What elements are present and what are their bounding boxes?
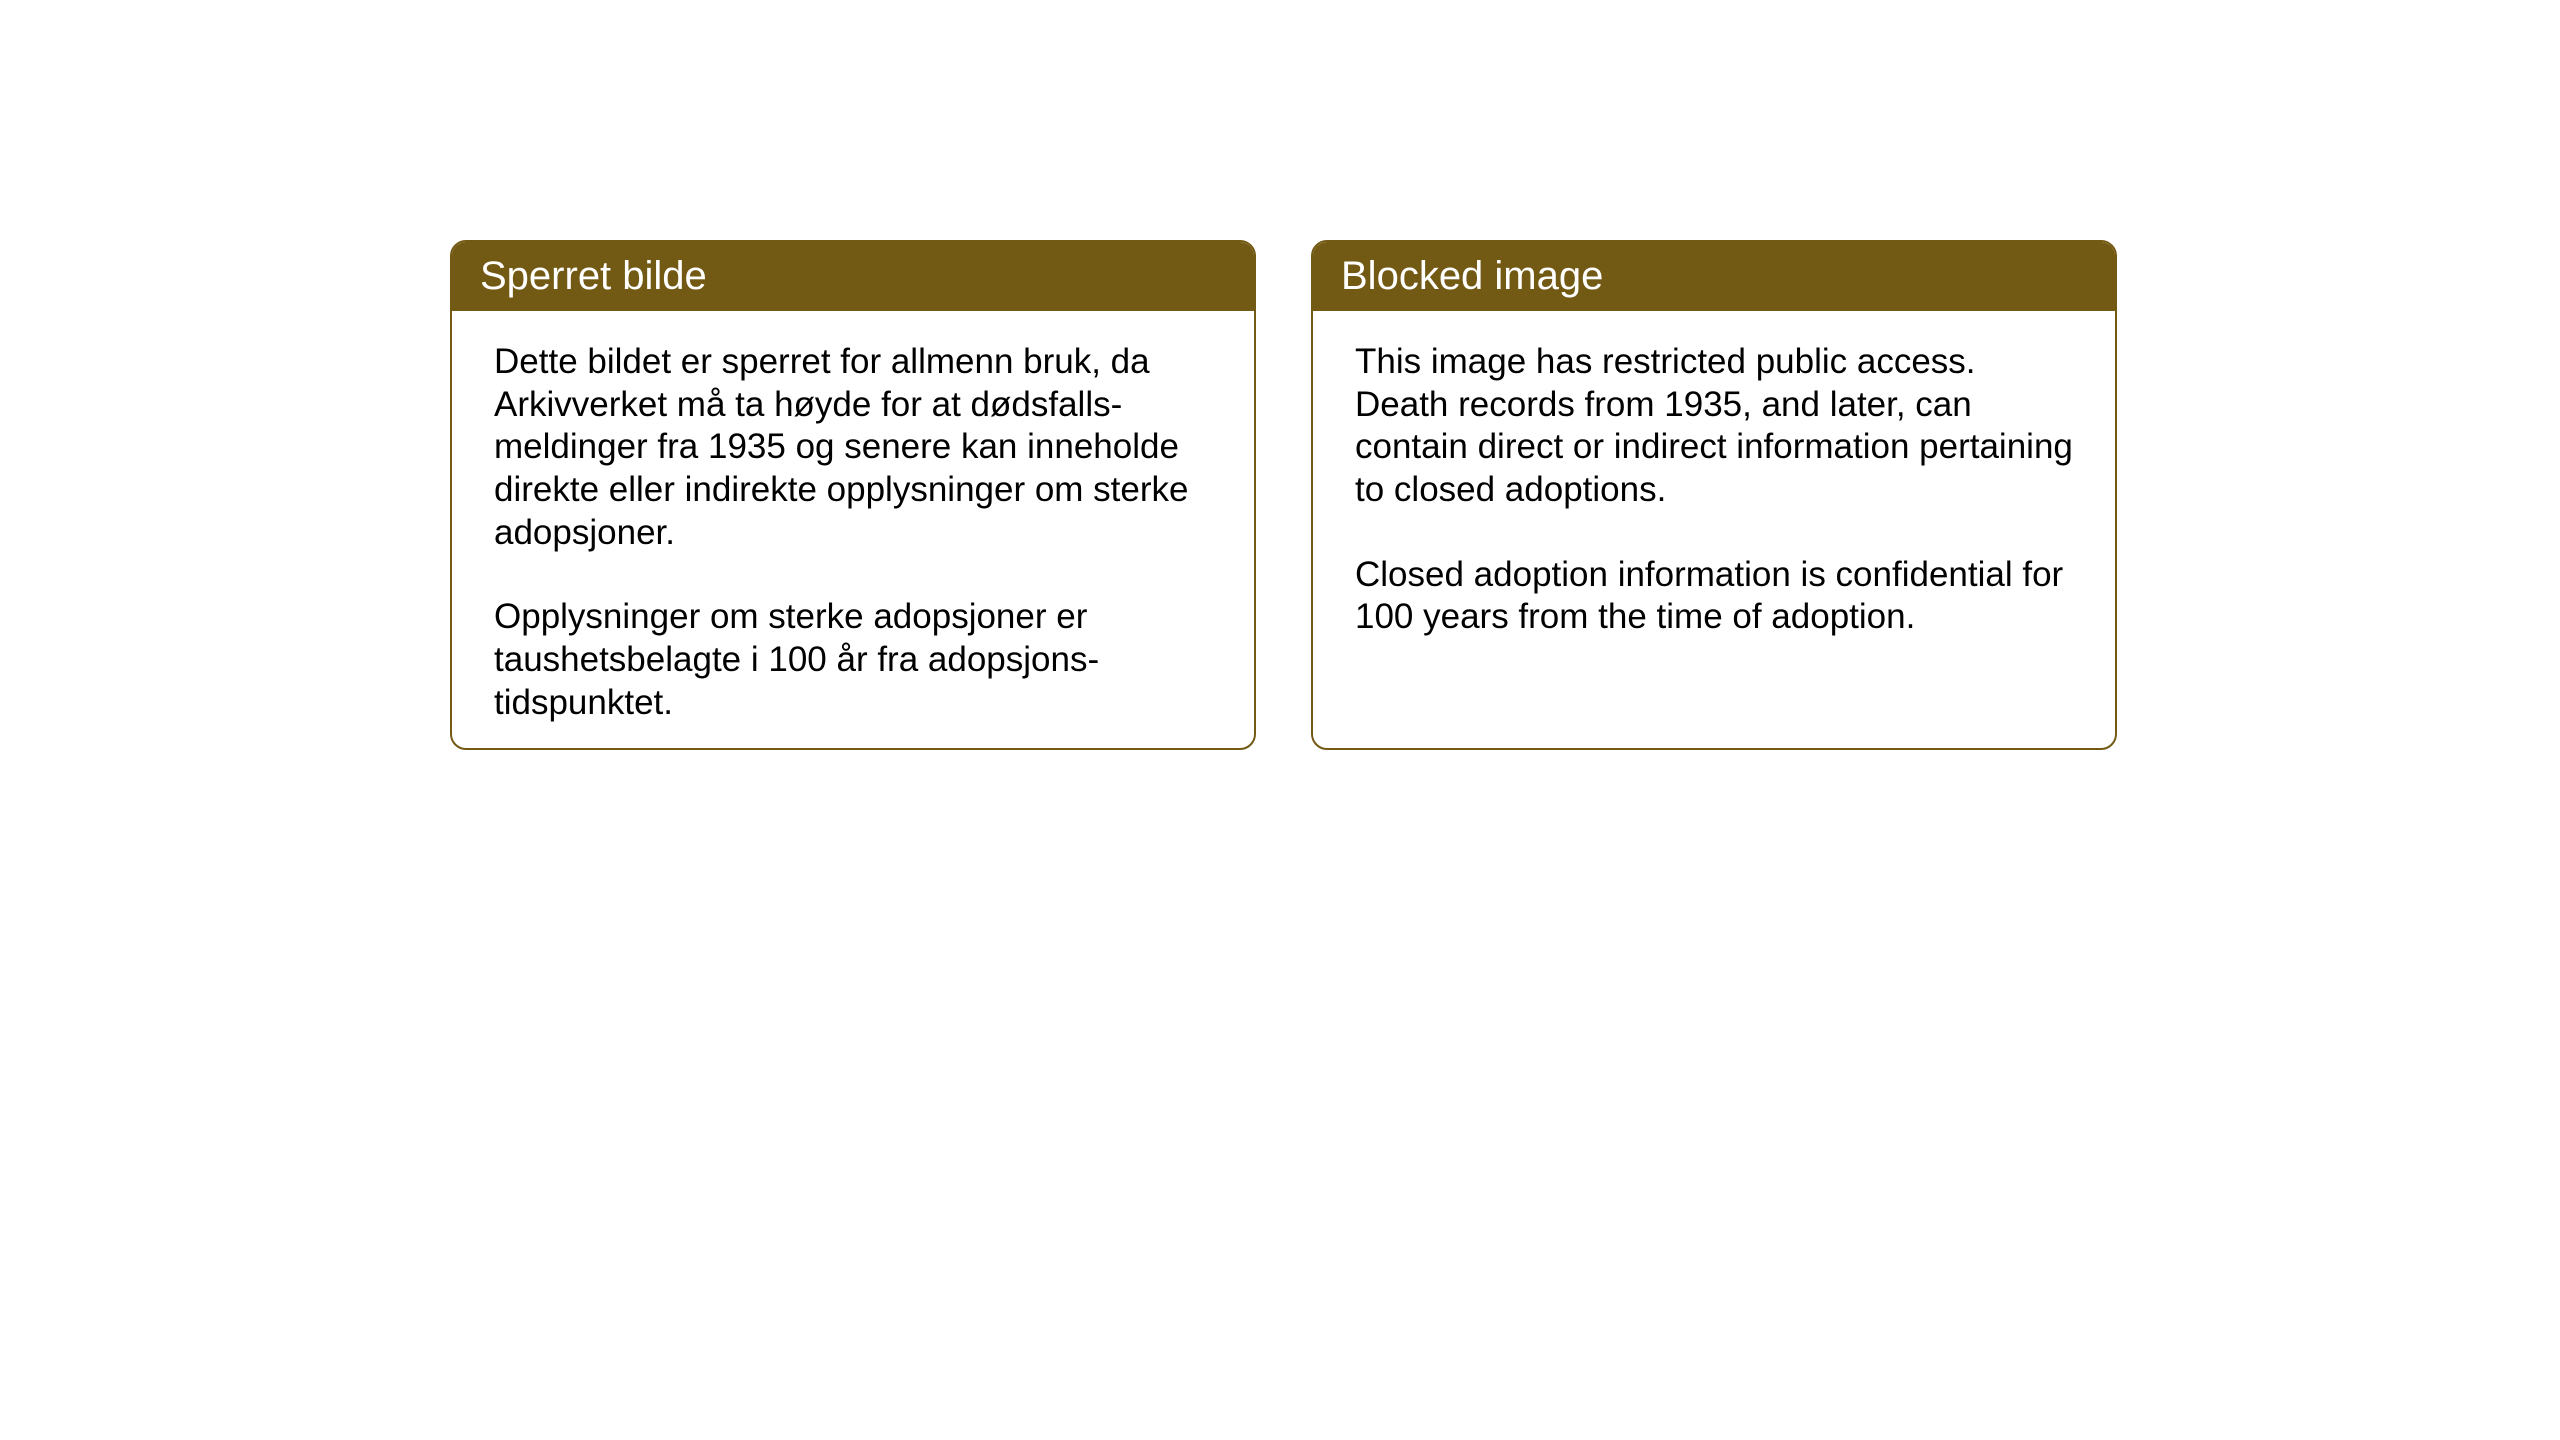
english-paragraph-2: Closed adoption information is confident… <box>1355 554 2073 639</box>
norwegian-card-header: Sperret bilde <box>452 242 1254 311</box>
english-notice-card: Blocked image This image has restricted … <box>1311 240 2117 750</box>
norwegian-card-title: Sperret bilde <box>480 254 707 298</box>
english-card-body: This image has restricted public access.… <box>1313 311 2115 669</box>
norwegian-notice-card: Sperret bilde Dette bildet er sperret fo… <box>450 240 1256 750</box>
english-card-title: Blocked image <box>1341 254 1603 298</box>
english-card-header: Blocked image <box>1313 242 2115 311</box>
norwegian-card-body: Dette bildet er sperret for allmenn bruk… <box>452 311 1254 750</box>
norwegian-paragraph-1: Dette bildet er sperret for allmenn bruk… <box>494 341 1212 554</box>
english-paragraph-1: This image has restricted public access.… <box>1355 341 2073 512</box>
notice-cards-container: Sperret bilde Dette bildet er sperret fo… <box>450 240 2560 750</box>
norwegian-paragraph-2: Opplysninger om sterke adopsjoner er tau… <box>494 596 1212 724</box>
